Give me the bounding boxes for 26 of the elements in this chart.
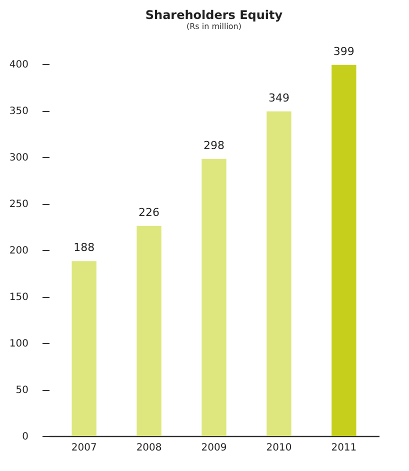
data-label: 298 bbox=[204, 138, 224, 152]
x-tick-label: 2009 bbox=[201, 442, 227, 454]
bar bbox=[332, 64, 356, 436]
data-label: 188 bbox=[74, 241, 95, 254]
y-tick-label: 100 bbox=[9, 338, 28, 350]
bar bbox=[202, 158, 226, 436]
data-label: 226 bbox=[138, 206, 160, 219]
chart-title: Shareholders Equity bbox=[145, 8, 283, 22]
bar bbox=[266, 111, 292, 436]
y-tick-label: 200 bbox=[9, 246, 28, 256]
x-tick-label: 2010 bbox=[266, 442, 292, 454]
y-tick-label: 350 bbox=[9, 106, 28, 117]
y-tick-label: 300 bbox=[9, 152, 28, 164]
x-tick-label: 2008 bbox=[136, 442, 162, 454]
chart-subtitle: (Rs in million) bbox=[186, 22, 242, 31]
x-tick-label: 2007 bbox=[71, 442, 97, 454]
x-tick-label: 2011 bbox=[331, 442, 357, 454]
y-tick-label: 150 bbox=[9, 292, 28, 303]
y-tick-label: 0 bbox=[22, 432, 28, 442]
data-label: 399 bbox=[333, 44, 354, 58]
bar bbox=[136, 226, 162, 436]
y-tick-label: 250 bbox=[9, 199, 28, 210]
y-tick-label: 50 bbox=[16, 385, 28, 396]
y-tick-label: 400 bbox=[9, 60, 28, 70]
bar bbox=[72, 261, 96, 436]
data-label: 349 bbox=[268, 91, 290, 104]
